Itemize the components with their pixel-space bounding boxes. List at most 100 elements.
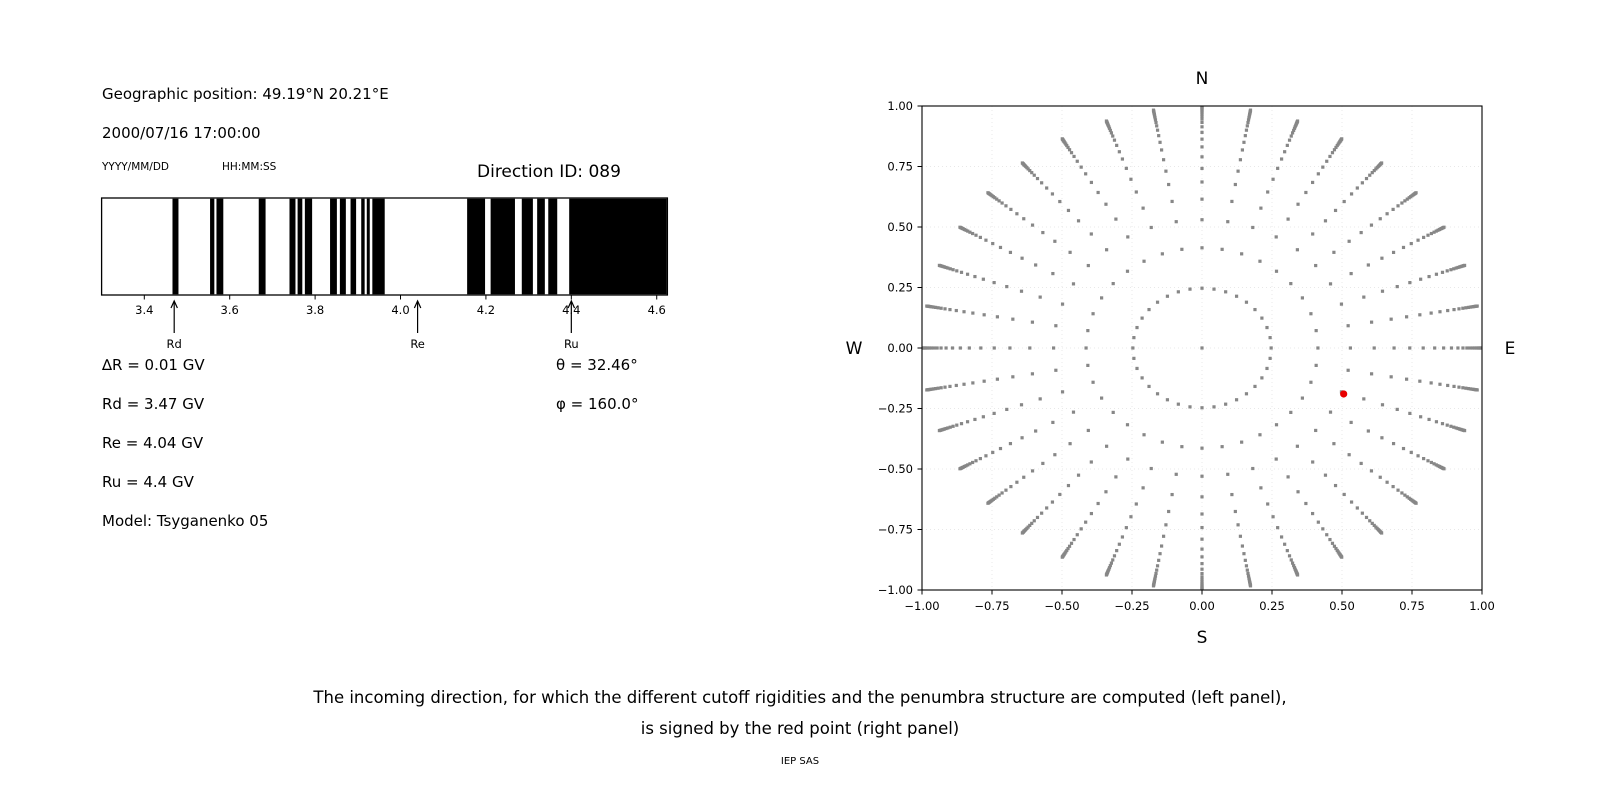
direction-dot [995,377,999,381]
forbidden-band [366,198,370,295]
rigidity-arrow-head [170,299,178,309]
direction-dot [997,199,1001,203]
direction-dot [1339,302,1344,306]
direction-dot [1035,176,1040,181]
direction-dot [1366,263,1370,267]
direction-dot [958,346,962,350]
direction-dot [1125,423,1130,427]
direction-dot [1295,248,1299,252]
direction-dot [946,426,950,430]
y-tick-label: −1.00 [878,583,913,597]
direction-dot [1251,466,1255,471]
penumbra-plot: 3.4 3.6 3.8 4.0 4.2 4.4 4.6Rd Re Ru [100,197,669,351]
direction-dot [1429,231,1433,236]
direction-dot [1349,420,1353,425]
direction-dot [1418,313,1422,317]
direction-dot [991,450,995,455]
direction-dot [1445,269,1449,273]
direction-dot [1276,166,1280,170]
credit-label: IEP SAS [780,756,820,767]
direction-dot [1348,346,1352,350]
direction-dot [1188,287,1192,291]
direction-dot [1200,577,1204,582]
direction-dot [1334,145,1338,150]
direction-dot [959,422,964,426]
direction-dot [971,231,975,236]
direction-dot [943,385,947,389]
direction-dot [1296,202,1300,206]
direction-dot [1030,372,1035,376]
forbidden-band [548,198,558,295]
x-tick-label: 4.2 [477,303,495,317]
direction-dot [1274,457,1278,461]
direction-dot [1086,329,1090,333]
direction-dot [1068,442,1072,446]
direction-dot [962,382,966,386]
forbidden-band [304,198,313,295]
phi-value: φ = 160.0° [556,395,639,413]
x-tick-label: 3.8 [306,303,324,317]
direction-dot [1111,558,1115,562]
direction-dot [1066,483,1071,488]
direction-dot [1008,250,1013,255]
forbidden-band [361,198,365,295]
direction-dot [1283,150,1287,154]
direction-dot [966,463,970,467]
direction-dot [1405,495,1409,499]
direction-dot [1304,190,1308,195]
direction-dot [1053,453,1057,457]
direction-dot [1041,230,1045,235]
direction-dot [1000,201,1004,205]
direction-dot [1129,177,1133,181]
direction-dot [1246,574,1251,578]
forbidden-band [216,198,224,295]
direction-dot [1167,182,1171,187]
direction-dot [925,388,929,392]
direction-dot [1274,423,1279,427]
rigidity-arrow-label: Ru [564,337,579,351]
direction-dot [1200,474,1204,478]
direction-dot [932,305,936,309]
direction-dot [1380,161,1384,165]
direction-dot [1296,490,1300,494]
direction-dot [1230,199,1234,204]
direction-dot [1276,526,1280,530]
direction-dot [1096,501,1100,506]
direction-dot [1405,377,1409,381]
direction-dot [1109,131,1114,135]
direction-dot [1414,501,1418,505]
direction-dot [1242,140,1246,144]
direction-dot [1060,390,1065,394]
direction-dot [1032,173,1036,177]
direction-dot [1159,544,1164,548]
direction-dot [1332,250,1336,254]
x-tick-label: 3.6 [221,303,239,317]
direction-dot [1164,169,1168,173]
direction-dot [1355,506,1359,510]
direction-dot [1153,116,1157,120]
delta-r-value: ∆R = 0.01 GV [102,356,205,374]
direction-dot [1449,346,1454,350]
direction-dot [1244,128,1249,132]
direction-dot [992,281,996,285]
direction-dot [1200,197,1204,201]
direction-dot [1238,158,1243,162]
direction-dot [1246,118,1251,122]
direction-dot [1112,554,1117,558]
date-format-label: YYYY/MM/DD [102,161,170,173]
direction-dot [1311,511,1315,516]
direction-dot [1314,363,1318,367]
direction-dot [955,269,959,273]
direction-dot [1151,108,1156,112]
direction-dot [1072,154,1076,159]
ru-value: Ru = 4.4 GV [102,473,194,491]
x-tick-label: 3.4 [135,303,153,317]
direction-dot [967,346,971,350]
direction-dot [1259,486,1263,490]
direction-dot [1385,480,1389,484]
direction-dot [1051,271,1055,276]
direction-dot [1180,445,1184,449]
compass-label-south: S [1197,628,1208,648]
caption-line-2: is signed by the red point (right panel) [640,719,960,738]
direction-dot [1461,386,1465,390]
